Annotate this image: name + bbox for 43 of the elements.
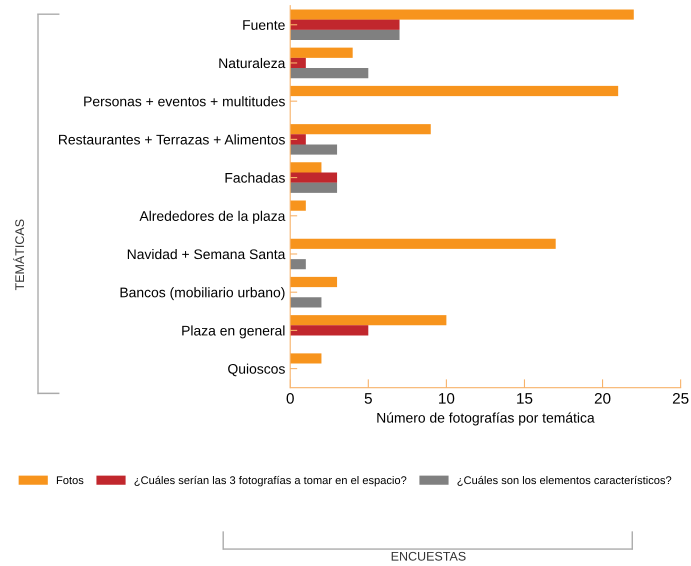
- bar: [290, 182, 338, 193]
- bar: [290, 259, 306, 270]
- y-tick-label: Quioscos: [228, 364, 285, 376]
- bar: [290, 9, 634, 20]
- y-tick-label: Bancos (mobiliario urbano): [120, 287, 285, 300]
- bar: [290, 144, 338, 155]
- bar: [290, 325, 368, 336]
- y-tick-label: Fachadas: [226, 172, 285, 183]
- legend-label: ¿Cuáles son los elementos característicos?: [457, 476, 672, 486]
- bar: [290, 86, 618, 96]
- y-tick-label: Restaurantes + Terrazas + Alimentos: [59, 134, 285, 145]
- bar: [290, 68, 368, 78]
- y-tick-label: Plaza en general: [182, 325, 284, 338]
- y-tick-label: Navidad + Semana Santa: [128, 248, 286, 260]
- x-axis-title: Número de fotografías por temática: [377, 412, 595, 426]
- bar: [290, 297, 322, 308]
- y-tick-label: Fuente: [243, 20, 285, 30]
- x-tick-label: 20: [594, 392, 610, 404]
- text: ENCUESTAS: [392, 552, 466, 561]
- bar: [290, 276, 338, 288]
- y-tick-label: Personas + eventos + multitudes: [84, 96, 285, 106]
- legend-label: ¿Cuáles serían las 3 fotografías a tomar en el espacio?: [134, 476, 406, 486]
- y-tick-label: Alrededores de la plaza: [139, 210, 286, 224]
- x-tick-label: 15: [517, 393, 532, 404]
- x-tick-label: 5: [364, 393, 372, 404]
- bar: [290, 238, 556, 249]
- bar: [290, 353, 322, 364]
- y-tick-label: Naturaleza: [219, 58, 286, 68]
- legend-label: Fotos: [56, 476, 84, 484]
- x-tick-label: 25: [672, 392, 688, 404]
- bar: [290, 172, 338, 183]
- bar: [290, 58, 306, 68]
- bar: [290, 124, 431, 134]
- bar: [290, 48, 353, 58]
- bar: [290, 315, 446, 326]
- bar: [290, 200, 306, 211]
- x-tick-label: 0: [286, 392, 294, 404]
- bar: [290, 134, 306, 144]
- x-tick-label: 10: [439, 392, 454, 404]
- y-axis-title: TEMÁTICAS: [13, 220, 24, 290]
- bar: [290, 162, 322, 172]
- bar: [290, 30, 400, 40]
- bar: [290, 20, 400, 30]
